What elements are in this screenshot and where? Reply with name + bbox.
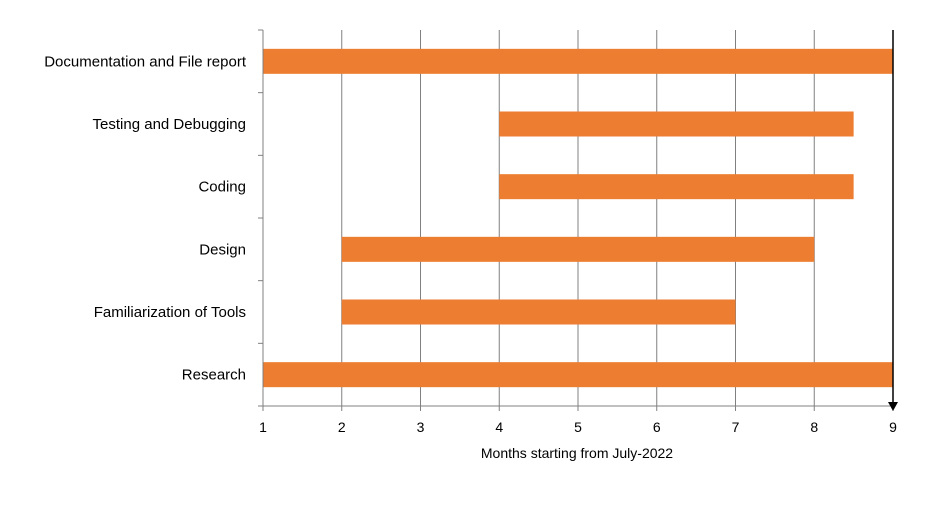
category-label-1: Documentation and File report — [44, 53, 247, 70]
bar-3 — [499, 174, 854, 200]
category-label-5: Familiarization of Tools — [94, 304, 246, 321]
x-tick-label-3: 3 — [417, 419, 425, 435]
x-axis-title: Months starting from July-2022 — [481, 445, 673, 461]
category-label-4: Design — [199, 241, 246, 258]
category-label-2: Testing and Debugging — [93, 116, 246, 133]
bar-5 — [341, 299, 736, 325]
bar-layer — [263, 48, 893, 388]
deadline-arrow-head-icon — [888, 402, 898, 411]
grid-layer — [341, 30, 815, 406]
x-tick-label-5: 5 — [574, 419, 582, 435]
x-tick-label-6: 6 — [653, 419, 661, 435]
x-tick-label-7: 7 — [732, 419, 740, 435]
axis-layer — [258, 29, 898, 411]
bar-2 — [499, 111, 854, 137]
x-tick-label-9: 9 — [889, 419, 897, 435]
x-tick-label-1: 1 — [259, 419, 267, 435]
bar-4 — [341, 236, 815, 262]
x-tick-label-2: 2 — [338, 419, 346, 435]
category-label-3: Coding — [198, 179, 246, 196]
bar-1 — [263, 48, 893, 74]
bar-6 — [263, 362, 893, 388]
category-label-6: Research — [182, 367, 246, 384]
x-tick-label-4: 4 — [495, 419, 503, 435]
x-tick-label-8: 8 — [810, 419, 818, 435]
label-layer: 1 2 3 4 5 6 7 8 9 Documentation and File report Te… — [44, 53, 897, 435]
